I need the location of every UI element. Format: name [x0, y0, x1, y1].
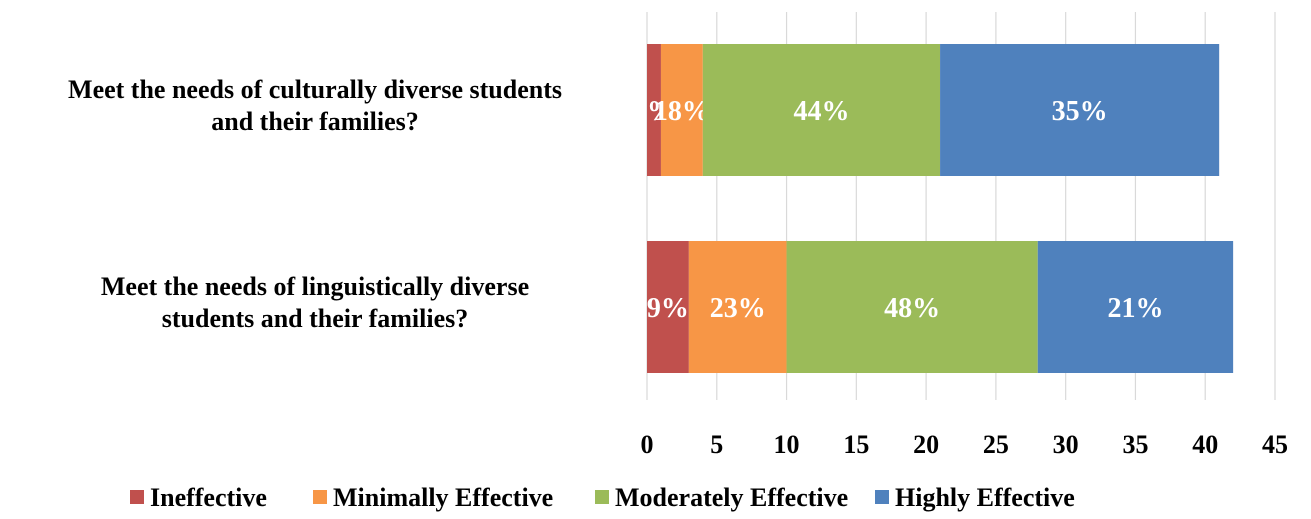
x-tick-label-35: 35: [1122, 430, 1148, 459]
legend-swatch-moderately-effective: [595, 490, 609, 504]
x-tick-label-20: 20: [913, 430, 939, 459]
legend-label-minimally-effective: Minimally Effective: [333, 483, 553, 512]
category-label-2-line-1: Meet the needs of linguistically diverse: [101, 272, 529, 301]
x-tick-label-45: 45: [1262, 430, 1288, 459]
x-tick-label-40: 40: [1192, 430, 1218, 459]
data-label-2-minimally-effective: 23%: [710, 293, 766, 324]
bar-2-moderately-effective: [786, 241, 1038, 373]
legend-label-ineffective: Ineffective: [150, 483, 267, 512]
legend-swatch-minimally-effective: [313, 490, 327, 504]
bar-2-ineffective: [647, 241, 689, 373]
data-label-2-ineffective: 9%: [647, 293, 689, 324]
data-label-1-moderately-effective: 44%: [793, 96, 849, 127]
legend-swatch-ineffective: [130, 490, 144, 504]
legend-label-moderately-effective: Moderately Effective: [615, 483, 848, 512]
data-label-2-highly-effective: 21%: [1107, 293, 1163, 324]
bar-2-minimally-effective: [688, 241, 787, 373]
x-tick-label-5: 5: [710, 430, 723, 459]
category-label-2-line-2: students and their families?: [162, 304, 469, 333]
category-labels: Meet the needs of culturally diverse stu…: [68, 75, 562, 333]
category-label-1-line-2: and their families?: [211, 107, 419, 136]
data-label-1-highly-effective: 35%: [1052, 96, 1108, 127]
bar-1-minimally-effective: [660, 44, 703, 176]
bar-1-moderately-effective: [702, 44, 941, 176]
x-tick-label-25: 25: [983, 430, 1009, 459]
bar-1-ineffective: [647, 44, 661, 176]
legend-swatch-highly-effective: [875, 490, 889, 504]
x-tick-label-15: 15: [843, 430, 869, 459]
bar-1-highly-effective: [940, 44, 1220, 176]
x-tick-label-10: 10: [774, 430, 800, 459]
x-tick-label-0: 0: [641, 430, 654, 459]
x-axis-ticks: 0 5 10 15 20 25 30 35 40 45: [641, 430, 1289, 459]
data-label-1-minimally-effective: 18%: [654, 96, 710, 127]
bar-2-highly-effective: [1037, 241, 1234, 373]
bars: 1%18% 44% 35%9% 23% 48% 21%: [633, 44, 1234, 373]
legend: Ineffective Minimally Effective Moderately…: [130, 483, 1075, 512]
data-label-2-moderately-effective: 48%: [884, 293, 940, 324]
legend-label-highly-effective: Highly Effective: [895, 483, 1075, 512]
x-tick-label-30: 30: [1053, 430, 1079, 459]
category-label-1-line-1: Meet the needs of culturally diverse stu…: [68, 75, 562, 104]
